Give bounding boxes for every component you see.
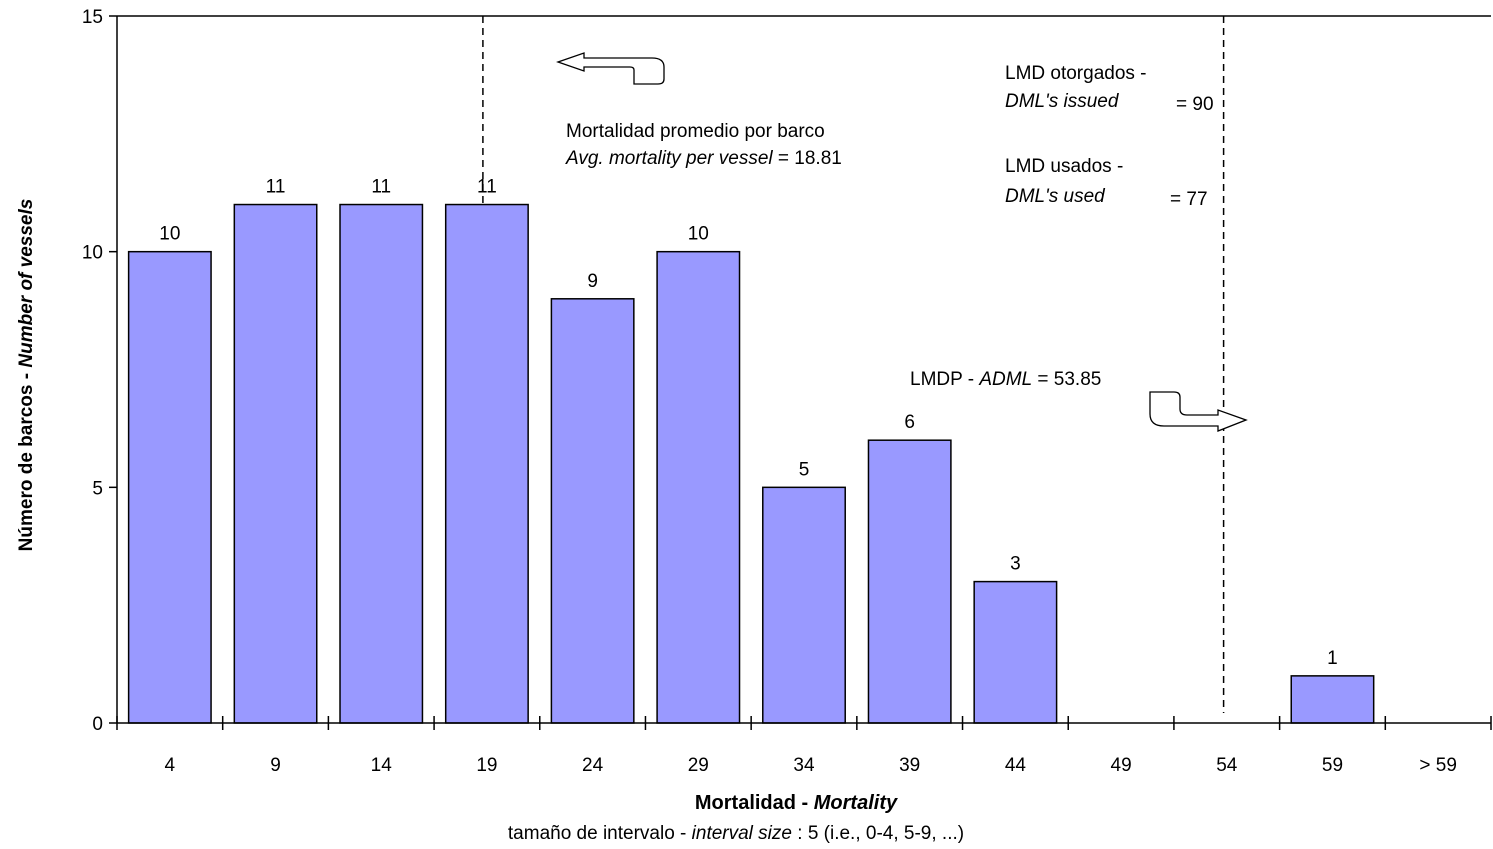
interval-size-suffix: : 5 (i.e., 0-4, 5-9, ...) <box>792 823 964 844</box>
data-label: 9 <box>587 271 598 292</box>
avg-mortality-label-es: Mortalidad promedio por barco <box>566 121 825 142</box>
lmd-used-label: LMD usados - <box>1005 156 1123 177</box>
bar-29 <box>656 250 741 724</box>
data-label: 11 <box>266 177 286 198</box>
x-axis-title-normal: Mortalidad - <box>695 792 814 814</box>
x-tick-label: 24 <box>582 755 604 776</box>
lmdp-label: LMDP - ADML = 53.85 <box>910 369 1101 390</box>
bars <box>127 203 1375 724</box>
data-label: 11 <box>477 177 497 198</box>
bar-59 <box>1290 675 1375 724</box>
x-tick-label: 34 <box>793 755 815 776</box>
x-tick-label: 29 <box>688 755 709 776</box>
lmd-issued-value: = 90 <box>1176 94 1214 115</box>
bar-44 <box>973 580 1058 724</box>
interval-size-note: tamaño de intervalo - interval size : 5 … <box>508 823 964 844</box>
data-label: 1 <box>1327 648 1338 669</box>
bar-34 <box>762 486 846 724</box>
bar-14 <box>339 203 424 724</box>
bar-4 <box>127 250 212 724</box>
avg-mortality-italic: Avg. mortality per vessel <box>565 148 773 169</box>
lmd-used-value: = 77 <box>1170 189 1208 210</box>
y-tick-label: 15 <box>82 7 103 28</box>
lmd-issued-label: LMD otorgados - <box>1005 63 1147 84</box>
interval-size-italic: interval size <box>692 823 792 844</box>
y-tick-label: 10 <box>82 243 103 264</box>
interval-size-prefix: tamaño de intervalo - <box>508 823 692 844</box>
left-arrow-icon <box>556 52 665 85</box>
x-tick-label: 49 <box>1111 755 1132 776</box>
x-tick-label: 59 <box>1322 755 1343 776</box>
data-label: 11 <box>371 177 391 198</box>
right-arrow-icon <box>1149 391 1248 432</box>
bar-39 <box>867 439 952 724</box>
x-tick-label: 19 <box>476 755 497 776</box>
avg-mortality-label-en: Avg. mortality per vessel = 18.81 <box>565 148 842 169</box>
y-tick-label: 5 <box>92 478 103 499</box>
lmdp-label-italic: ADML <box>978 369 1032 390</box>
y-axis-title: Número de barcos - Number of vessels <box>16 199 37 552</box>
data-label: 10 <box>159 224 180 245</box>
bar-24 <box>550 298 635 724</box>
x-tick-label: 9 <box>270 755 281 776</box>
data-labels: 10 11 11 11 9 10 5 6 3 1 <box>159 177 1337 669</box>
x-tick-label: 44 <box>1005 755 1027 776</box>
x-tick-label: > 59 <box>1419 755 1457 776</box>
bar-19 <box>444 203 529 724</box>
bar-9 <box>233 203 318 724</box>
data-label: 10 <box>688 224 709 245</box>
x-tick-label: 4 <box>165 755 176 776</box>
lmdp-label-value: = 53.85 <box>1032 369 1101 390</box>
lmd-issued-italic: DML's issued <box>1005 91 1120 112</box>
data-label: 3 <box>1010 554 1021 575</box>
lmdp-label-normal: LMDP - <box>910 369 979 390</box>
lmd-used-italic: DML's used <box>1005 186 1106 207</box>
y-axis: 0 5 10 15 <box>82 7 118 735</box>
x-axis-title-italic: Mortality <box>814 792 898 814</box>
x-axis: 4 9 14 19 24 29 34 39 44 49 54 59 > 59 <box>116 716 1492 776</box>
data-label: 5 <box>799 459 810 480</box>
x-tick-label: 14 <box>371 755 393 776</box>
data-label: 6 <box>904 412 915 433</box>
x-axis-title: Mortalidad - Mortality <box>695 792 898 814</box>
y-axis-title-normal: Número de barcos - <box>16 368 37 552</box>
x-tick-label: 39 <box>899 755 920 776</box>
x-tick-label: 54 <box>1216 755 1238 776</box>
avg-mortality-value: = 18.81 <box>773 148 842 169</box>
y-axis-title-italic: Number of vessels <box>16 199 37 368</box>
y-tick-label: 0 <box>92 714 103 735</box>
